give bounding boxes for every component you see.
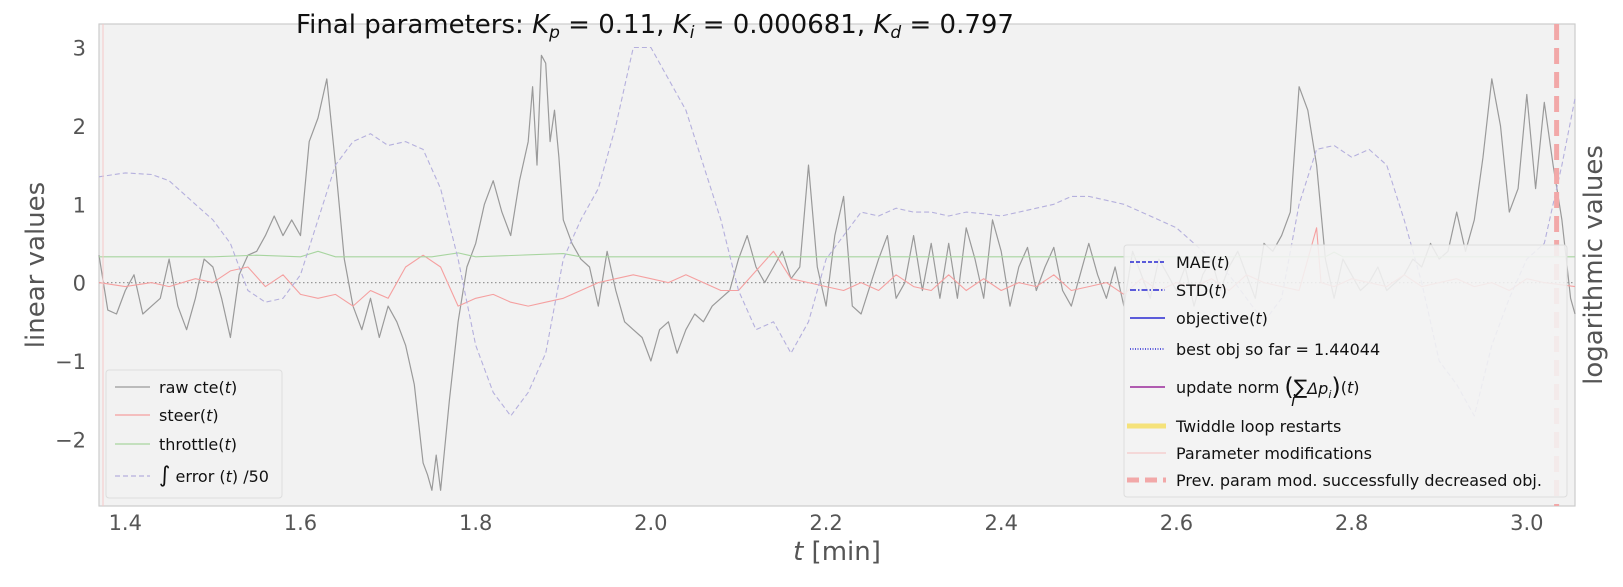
x-tick-label: 2.2 bbox=[809, 511, 842, 535]
legend-label-update-norm: update norm (∑Δpi)(t) bbox=[1176, 373, 1360, 401]
x-tick-label: 3.0 bbox=[1510, 511, 1543, 535]
legend-left: raw cte(t) steer(t) throttle(t) ∫ error … bbox=[105, 369, 283, 499]
legend-left-box bbox=[105, 369, 283, 499]
legend-label-objective: objective(t) bbox=[1176, 309, 1268, 328]
x-tick-label: 2.8 bbox=[1335, 511, 1368, 535]
legend-label-update-norm-sum-index: i bbox=[1291, 391, 1296, 410]
y-tick-label: 3 bbox=[73, 37, 86, 61]
chart-title: Final parameters: Kp = 0.11, Ki = 0.0006… bbox=[296, 10, 1014, 43]
legend-label-best-obj: best obj so far = 1.44044 bbox=[1176, 340, 1380, 359]
series-line-raw-cte-t bbox=[98, 54, 1576, 491]
y-tick-label: −2 bbox=[55, 428, 86, 452]
x-tick-label: 2.4 bbox=[985, 511, 1018, 535]
legend-label-throttle: throttle(t) bbox=[159, 435, 237, 454]
y-tick-label: −1 bbox=[55, 350, 86, 374]
legend-label-mae: MAE(t) bbox=[1176, 253, 1230, 272]
legend-label-std: STD(t) bbox=[1176, 281, 1227, 300]
x-tick-label: 2.6 bbox=[1160, 511, 1193, 535]
x-axis-label: t [min] bbox=[793, 537, 881, 567]
x-axis-ticks: 1.4 1.6 1.8 2.0 2.2 2.4 2.6 2.8 3.0 bbox=[109, 511, 1544, 535]
legend-label-param-mods: Parameter modifications bbox=[1176, 444, 1372, 463]
legend-label-raw-cte: raw cte(t) bbox=[159, 378, 237, 397]
y-tick-label: 1 bbox=[73, 193, 86, 217]
legend-right: MAE(t) STD(t) objective(t) best obj so f… bbox=[1123, 244, 1568, 498]
y-tick-label: 2 bbox=[73, 115, 86, 139]
y-axis-ticks: −2 −1 0 1 2 3 bbox=[55, 37, 86, 453]
x-tick-label: 2.0 bbox=[634, 511, 667, 535]
legend-right-box bbox=[1123, 244, 1568, 498]
y-axis-label-right: logarithmic values bbox=[1579, 145, 1609, 385]
series-line-error-integral bbox=[98, 46, 1576, 417]
y-axis-label-left: linear values bbox=[21, 182, 51, 348]
x-tick-label: 1.4 bbox=[109, 511, 142, 535]
legend-label-steer: steer(t) bbox=[159, 406, 219, 425]
legend-label-prev-param-success: Prev. param mod. successfully decreased … bbox=[1176, 471, 1542, 490]
y-tick-label: 0 bbox=[73, 272, 86, 296]
legend-label-twiddle-restarts: Twiddle loop restarts bbox=[1175, 417, 1341, 436]
x-tick-label: 1.8 bbox=[459, 511, 492, 535]
legend-label-error-integral: ∫ error (t) /50 bbox=[159, 463, 269, 488]
x-tick-label: 1.6 bbox=[284, 511, 317, 535]
